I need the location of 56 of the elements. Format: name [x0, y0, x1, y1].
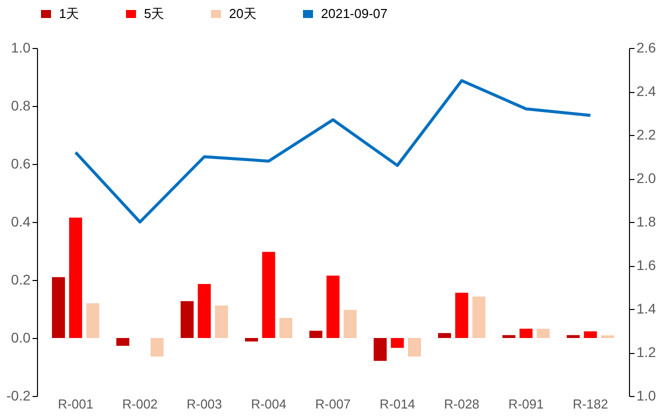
- bar: [86, 303, 100, 338]
- x-tick-label: R-014: [380, 396, 416, 412]
- bar: [214, 306, 228, 338]
- y-tick-label: 0.0: [11, 330, 31, 346]
- legend-label: 1天: [59, 6, 80, 21]
- bar: [116, 338, 130, 346]
- x-tick-label: R-003: [186, 396, 222, 412]
- bar: [52, 277, 65, 338]
- bar: [455, 292, 468, 338]
- x-tick-label: R-007: [315, 396, 351, 412]
- bar: [472, 296, 486, 338]
- bar: [408, 338, 422, 357]
- bar: [344, 310, 357, 338]
- y2-tick-label: 2.6: [636, 40, 656, 56]
- bar: [262, 252, 276, 338]
- x-tick-label: R-001: [58, 396, 94, 412]
- bar: [326, 276, 340, 338]
- bar: [180, 301, 194, 338]
- bar: [438, 333, 452, 338]
- x-tick-label: R-028: [444, 396, 480, 412]
- legend-label: 5天: [144, 6, 164, 21]
- bar: [69, 218, 82, 338]
- y-tick-label: 0.4: [11, 214, 31, 230]
- y-tick-label: 0.6: [11, 156, 31, 172]
- y2-tick-label: 1.0: [636, 388, 656, 404]
- bar: [584, 331, 597, 338]
- y2-tick-label: 1.6: [636, 257, 656, 273]
- line-series: [74, 79, 592, 224]
- legend-label: 2021-09-07: [321, 6, 388, 21]
- x-tick-label: R-182: [572, 396, 608, 412]
- bar: [279, 318, 292, 338]
- bar: [309, 330, 322, 338]
- bar: [150, 338, 164, 357]
- x-tick-label: R-091: [508, 396, 544, 412]
- y2-tick-label: 2.4: [636, 83, 656, 99]
- bar: [390, 338, 404, 348]
- bar: [374, 338, 387, 361]
- legend-label: 20天: [229, 6, 256, 21]
- x-tick-label: R-002: [122, 396, 158, 412]
- bar: [502, 335, 516, 338]
- bar: [601, 335, 614, 338]
- y-tick-label: 0.8: [11, 98, 31, 114]
- y2-tick-label: 1.8: [636, 214, 656, 230]
- y-tick-label: -0.2: [6, 388, 31, 404]
- bar: [244, 338, 258, 342]
- y2-tick-label: 2.0: [636, 170, 656, 186]
- bar: [536, 328, 550, 338]
- x-tick-label: R-004: [250, 396, 286, 412]
- y2-tick-label: 2.2: [636, 126, 656, 142]
- y-tick-label: 1.0: [11, 40, 31, 56]
- bar: [520, 328, 533, 338]
- y-tick-label: 0.2: [11, 272, 31, 288]
- bar: [566, 335, 580, 338]
- y2-tick-label: 1.2: [636, 344, 656, 360]
- y2-tick-label: 1.4: [636, 300, 656, 316]
- bar: [198, 284, 211, 338]
